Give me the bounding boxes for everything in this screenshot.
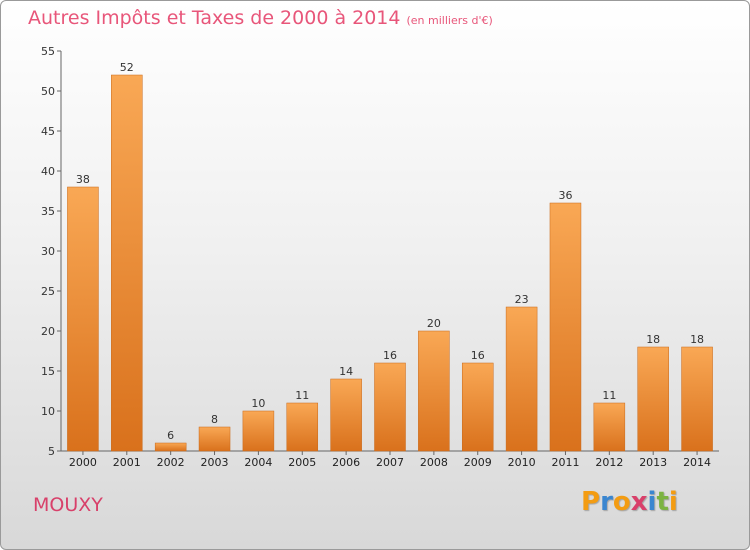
y-tick-label: 45	[41, 125, 55, 138]
bar-2008	[418, 330, 450, 452]
x-tick-label: 2000	[69, 456, 97, 469]
value-label: 36	[558, 189, 572, 202]
y-tick-label: 5	[48, 445, 55, 458]
chart-title: Autres Impôts et Taxes de 2000 à 2014 (en…	[28, 7, 493, 29]
x-tick-label: 2006	[332, 456, 360, 469]
y-tick-label: 30	[41, 245, 55, 258]
bar-2013	[637, 346, 669, 452]
value-label: 20	[427, 317, 441, 330]
chart-subtitle: (en milliers d'€)	[406, 14, 493, 27]
bar-2000	[67, 186, 99, 452]
value-label: 10	[251, 397, 265, 410]
value-label: 38	[76, 173, 90, 186]
bar-2002	[154, 442, 187, 452]
bar-2009	[461, 362, 494, 452]
bar-2014	[681, 346, 713, 452]
logo-letter: t	[656, 487, 669, 517]
x-tick-label: 2002	[157, 456, 185, 469]
bar-2004	[242, 410, 275, 452]
y-tick-label: 10	[41, 405, 55, 418]
x-tick-label: 2005	[288, 456, 316, 469]
y-tick-label: 20	[41, 325, 55, 338]
bar-2001	[111, 74, 143, 452]
logo-letter: i	[647, 487, 657, 517]
x-tick-label: 2001	[113, 456, 141, 469]
chart-labels: 2000 38 2001 52 2002 6 2003 8 2004 10 2005 11 2006 14…	[69, 61, 711, 469]
x-tick-label: 2004	[244, 456, 272, 469]
bar-2003	[198, 426, 231, 452]
value-label: 18	[690, 333, 704, 346]
y-tick-label: 15	[41, 365, 55, 378]
x-tick-label: 2014	[683, 456, 711, 469]
chart-title-text: Autres Impôts et Taxes de 2000 à 2014	[28, 7, 401, 29]
commune-name: MOUXY	[33, 494, 103, 516]
value-label: 8	[211, 413, 218, 426]
y-tick-label: 35	[41, 205, 55, 218]
x-tick-label: 2013	[639, 456, 667, 469]
logo-letter: P	[581, 487, 601, 517]
value-label: 6	[167, 429, 174, 442]
proxiti-logo: Proxiti	[581, 487, 678, 517]
y-tick-label: 50	[41, 85, 55, 98]
y-tick-label: 55	[41, 45, 55, 58]
logo-letter: i	[668, 487, 678, 517]
value-label: 16	[383, 349, 397, 362]
x-tick-label: 2009	[464, 456, 492, 469]
x-tick-label: 2008	[420, 456, 448, 469]
bar-2012	[593, 402, 626, 452]
bar-2007	[374, 362, 406, 452]
y-tick-label: 25	[41, 285, 55, 298]
logo-letter: o	[612, 487, 631, 517]
value-label: 11	[295, 389, 309, 402]
bar-2005	[286, 402, 319, 452]
x-tick-label: 2007	[376, 456, 404, 469]
value-label: 23	[515, 293, 529, 306]
value-label: 11	[602, 389, 616, 402]
value-label: 16	[471, 349, 485, 362]
logo-letter: x	[630, 487, 648, 517]
value-label: 18	[646, 333, 660, 346]
logo-letter: r	[600, 487, 613, 517]
bar-2010	[505, 306, 538, 452]
x-tick-label: 2012	[595, 456, 623, 469]
y-tick-label: 40	[41, 165, 55, 178]
x-tick-label: 2010	[508, 456, 536, 469]
x-tick-label: 2003	[201, 456, 229, 469]
value-label: 14	[339, 365, 353, 378]
x-tick-label: 2011	[551, 456, 579, 469]
bar-2006	[330, 378, 362, 452]
value-label: 52	[120, 61, 134, 74]
chart-bars	[67, 74, 713, 452]
bar-2011	[549, 202, 582, 452]
